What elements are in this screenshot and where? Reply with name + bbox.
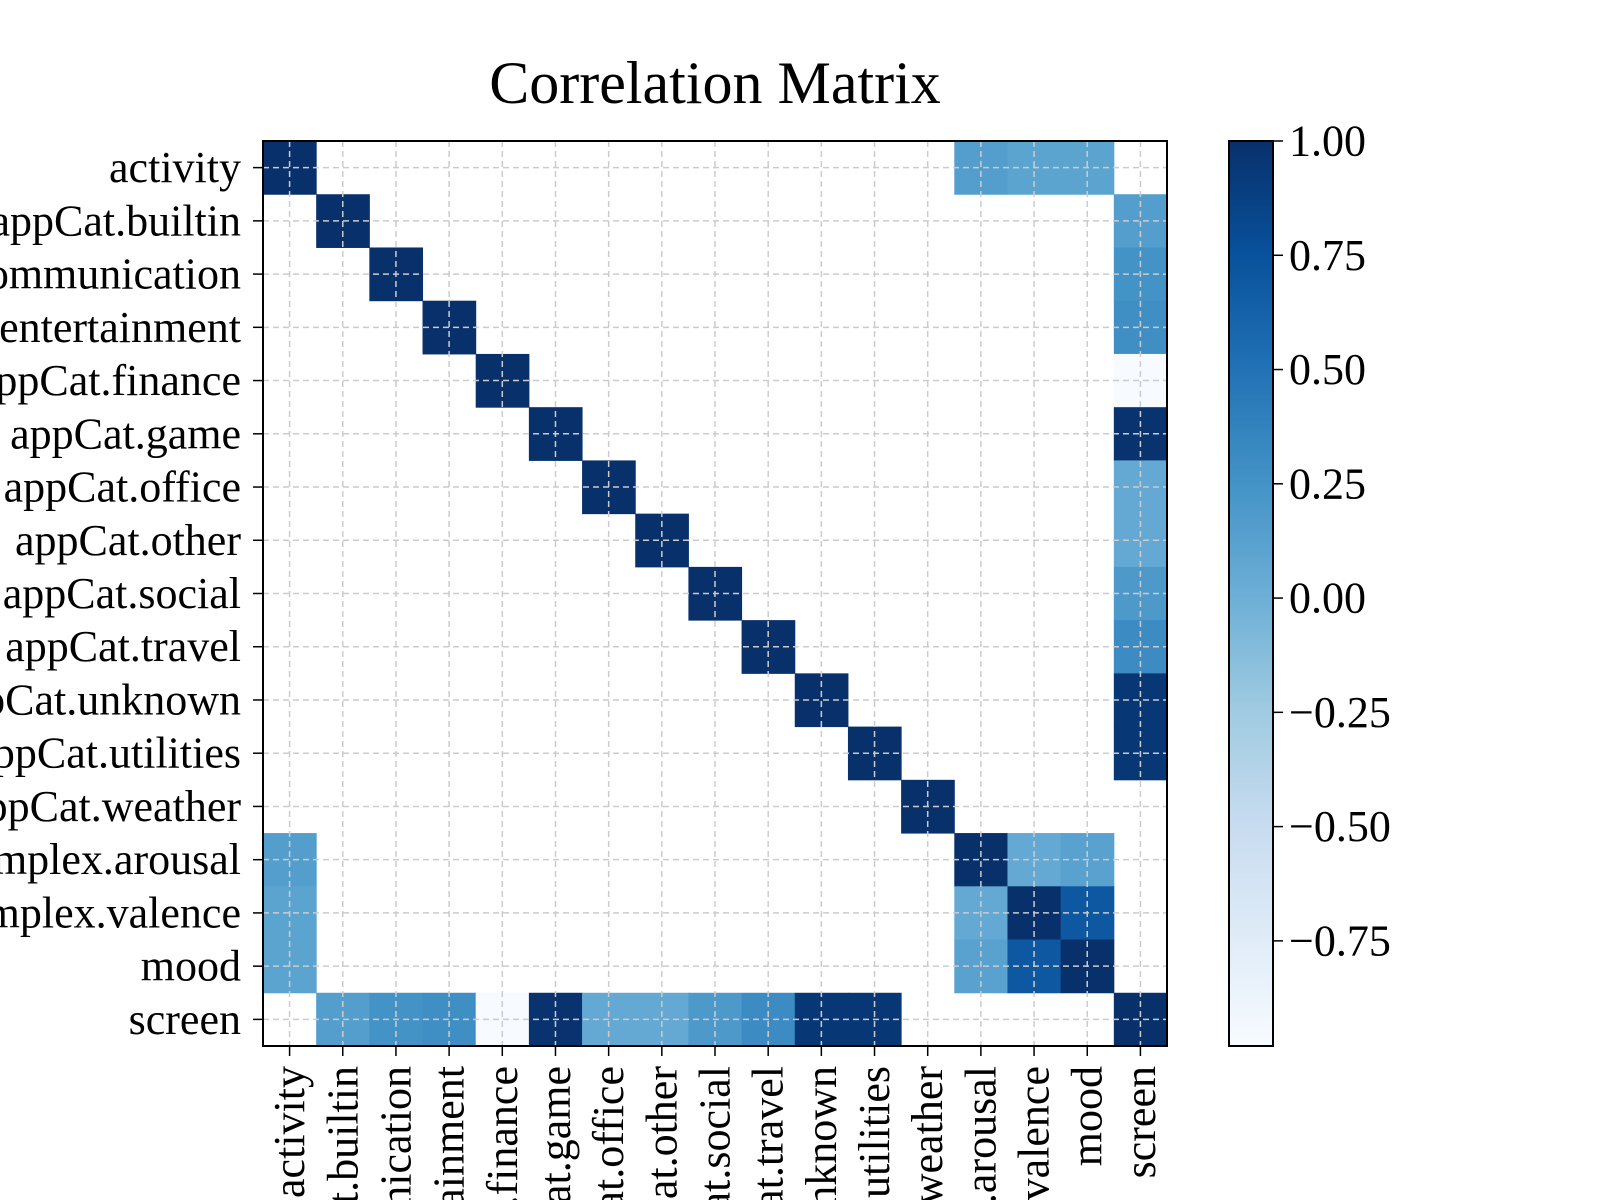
colorbar-tick-label: −0.75 [1289,916,1391,965]
colorbar-tick-label: 0.25 [1289,459,1366,508]
colorbar-tick-label: 0.75 [1289,231,1366,280]
x-tick-label: circumplex.valence [1010,1066,1059,1200]
x-tick-label: appCat.office [584,1066,633,1200]
y-tick-label: circumplex.arousal [0,835,241,884]
y-tick-label: mood [141,942,241,991]
y-tick-label: appCat.entertainment [0,303,241,352]
x-tick-label: appCat.travel [744,1066,793,1200]
x-tick-label: screen [1116,1066,1165,1178]
colorbar-tick-label: −0.50 [1289,802,1391,851]
chart-title: Correlation Matrix [489,50,941,116]
x-tick-label: appCat.other [637,1066,686,1200]
y-tick-label: appCat.other [15,516,241,565]
x-tick-label: circumplex.arousal [956,1066,1005,1200]
plot-frame [262,140,1168,1047]
x-tick-label: appCat.utilities [850,1066,899,1200]
x-tick-label: appCat.finance [478,1066,527,1200]
x-tick-label: activity [265,1066,314,1198]
x-tick-label: appCat.unknown [797,1066,846,1200]
x-tick-label: appCat.weather [903,1066,952,1200]
y-tick-label: activity [109,143,241,192]
colorbar [1228,140,1274,1047]
x-tick-label: appCat.game [531,1066,580,1200]
colorbar-tick-label: −0.25 [1289,688,1391,737]
colorbar-tick-label: 0.00 [1289,574,1366,623]
colorbar-tick-label: 0.50 [1289,345,1366,394]
y-tick-label: screen [129,995,241,1044]
x-tick-label: appCat.entertainment [425,1066,474,1200]
x-tick-label: appCat.social [691,1066,740,1200]
heatmap-cell [1113,992,1168,1047]
y-tick-label: appCat.office [4,463,241,512]
x-tick-label: appCat.builtin [318,1066,367,1200]
x-tick-label: mood [1063,1066,1112,1166]
y-tick-label: appCat.utilities [0,729,241,778]
x-tick-label: appCat.communication [371,1066,420,1200]
y-tick-label: appCat.weather [0,782,241,831]
y-tick-label: appCat.travel [5,622,241,671]
y-tick-label: circumplex.valence [0,888,241,937]
colorbar-tick-label: 1.00 [1289,117,1366,166]
y-tick-label: appCat.social [3,569,241,618]
y-tick-label: appCat.finance [0,356,241,405]
y-tick-label: appCat.game [10,409,241,458]
y-tick-label: appCat.unknown [0,675,241,724]
y-tick-label: appCat.builtin [0,196,241,245]
y-tick-label: appCat.communication [0,250,241,299]
heatmap-cell [794,992,849,1047]
